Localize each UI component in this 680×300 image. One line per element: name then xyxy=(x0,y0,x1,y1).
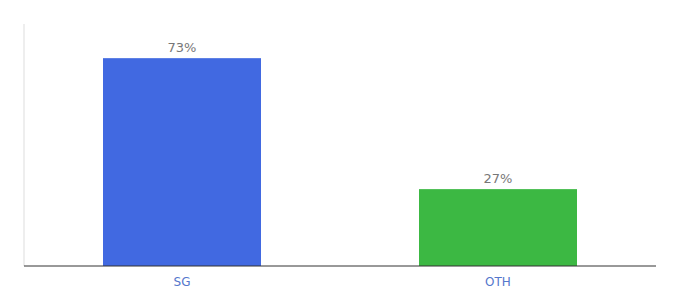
bar xyxy=(419,189,577,266)
chart-svg: 73% 27% SG OTH xyxy=(0,0,680,300)
data-label: 27% xyxy=(484,171,513,186)
x-tick-label: SG xyxy=(174,275,191,289)
x-tick-label: OTH xyxy=(485,275,511,289)
y-axis-line xyxy=(24,24,25,266)
x-axis-line xyxy=(24,266,656,267)
chart-container: 73% 27% SG OTH xyxy=(0,0,680,300)
bar xyxy=(103,58,261,266)
bars xyxy=(103,58,577,266)
data-label: 73% xyxy=(168,40,197,55)
